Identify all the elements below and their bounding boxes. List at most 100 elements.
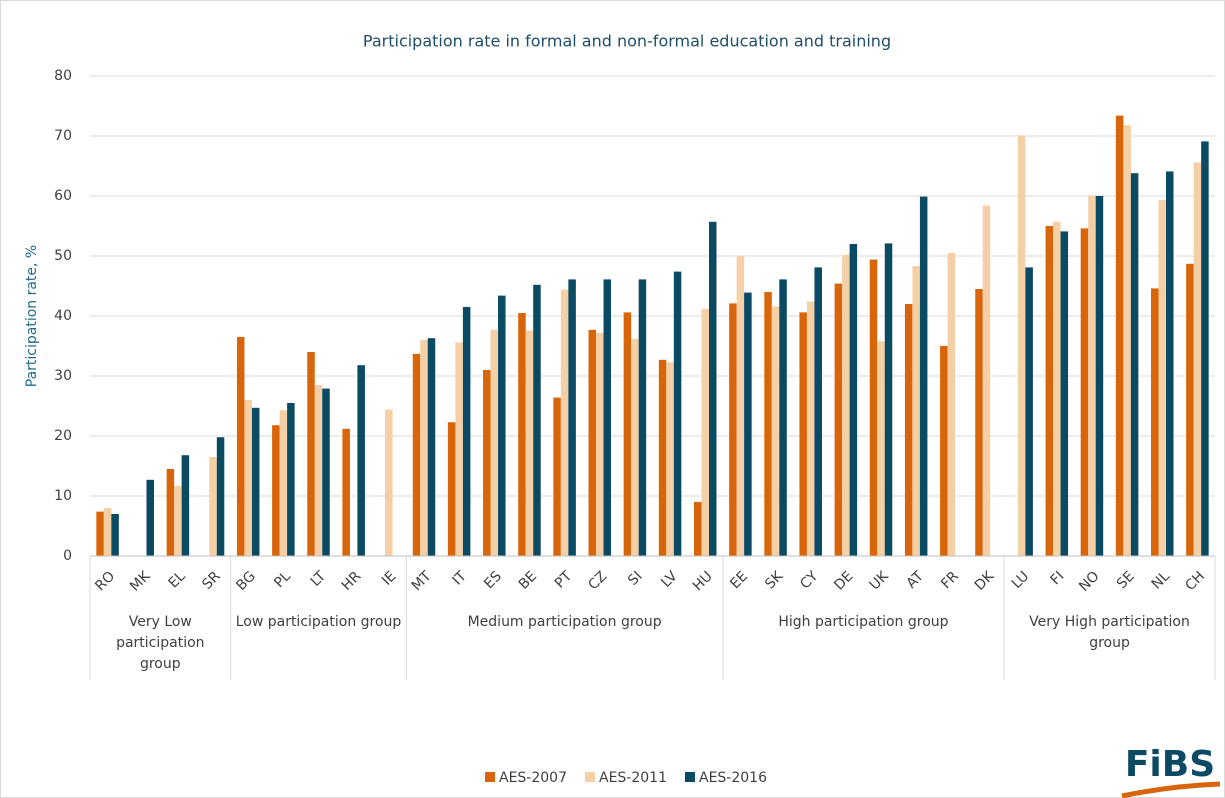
bar [623, 312, 632, 556]
group-label-box: Very High participation group [1029, 614, 1190, 651]
bar [736, 256, 745, 556]
bar [693, 502, 702, 556]
group-label-box: Very Low participation group [116, 614, 205, 672]
group-label-box: Medium participation group [467, 614, 662, 630]
bar [1151, 288, 1159, 556]
bar [518, 313, 526, 556]
y-tick-label: 60 [54, 188, 72, 204]
y-tick-label: 70 [54, 128, 72, 144]
bar [1025, 267, 1033, 556]
bar [708, 221, 717, 557]
bar [251, 407, 260, 556]
bar [1115, 115, 1124, 556]
y-tick-label: 0 [63, 548, 72, 564]
bar [975, 289, 983, 556]
bar [244, 400, 252, 556]
legend-swatch [485, 772, 495, 782]
bar [533, 284, 541, 556]
bar [1017, 135, 1026, 556]
bar [272, 425, 280, 556]
group-label: High participation group [778, 614, 949, 630]
bar [1193, 162, 1202, 556]
bar [498, 295, 506, 556]
bar [412, 353, 421, 556]
bar [982, 205, 991, 556]
bar [96, 511, 104, 556]
bar [560, 289, 569, 556]
bar [322, 388, 330, 556]
bar [849, 244, 858, 556]
bar [1158, 200, 1167, 556]
bar [806, 301, 815, 556]
bar [1095, 196, 1104, 556]
group-label-box: High participation group [778, 614, 949, 630]
logo: FiBS [1125, 744, 1215, 785]
bar [342, 428, 350, 556]
y-tick-label: 40 [54, 308, 72, 324]
bar [525, 330, 534, 556]
bar [490, 329, 499, 556]
y-tick-label: 20 [54, 428, 72, 444]
group-label: Very High participation group [1029, 614, 1190, 651]
y-tick-label: 10 [54, 488, 72, 504]
bar [1186, 263, 1194, 556]
bar [603, 279, 612, 556]
bar [307, 352, 315, 556]
bar [729, 303, 737, 556]
bar [209, 457, 217, 556]
bar [588, 329, 597, 556]
bar [1060, 231, 1069, 556]
bar [287, 403, 295, 556]
bar [1123, 125, 1131, 556]
bar [279, 410, 288, 556]
bar [666, 362, 674, 556]
bar [483, 370, 491, 556]
bar [869, 259, 878, 556]
bar [877, 341, 885, 556]
bar [103, 508, 112, 556]
bar [701, 308, 709, 556]
y-tick-label: 80 [54, 68, 72, 84]
bar [216, 437, 225, 556]
bar [181, 455, 190, 556]
bar [940, 346, 948, 556]
group-label: Very Low participation group [116, 614, 205, 672]
bar [764, 292, 772, 556]
bar [553, 397, 561, 556]
bar [779, 279, 787, 556]
bar [174, 485, 182, 556]
group-label-box: Low participation group [235, 614, 402, 630]
bar [842, 254, 850, 557]
bar [744, 292, 752, 556]
bar [814, 267, 822, 556]
bar [658, 359, 667, 556]
y-tick-label: 50 [54, 248, 72, 264]
bar [1130, 173, 1139, 556]
group-label: Medium participation group [467, 614, 662, 630]
bar [1053, 221, 1061, 557]
logo-swoosh [1121, 781, 1221, 798]
bar [111, 514, 119, 556]
bar [912, 266, 920, 556]
bar [357, 365, 365, 556]
bar [919, 196, 928, 556]
bar [427, 338, 436, 556]
legend-label: AES-2016 [699, 770, 767, 786]
legend-swatch [585, 772, 595, 782]
y-axis-label: Participation rate, % [24, 245, 40, 388]
bar [314, 385, 323, 556]
group-label: Low participation group [235, 614, 402, 630]
bar [631, 338, 639, 556]
bar [1045, 226, 1054, 556]
chart-title: Participation rate in formal and non-for… [363, 32, 891, 51]
legend-label: AES-2011 [599, 770, 667, 786]
bar [638, 279, 647, 556]
bar [420, 340, 428, 556]
bar [904, 304, 913, 556]
bar [146, 479, 154, 556]
bar [447, 422, 456, 556]
legend-swatch [685, 772, 695, 782]
bar [596, 332, 604, 556]
bar [455, 342, 463, 556]
